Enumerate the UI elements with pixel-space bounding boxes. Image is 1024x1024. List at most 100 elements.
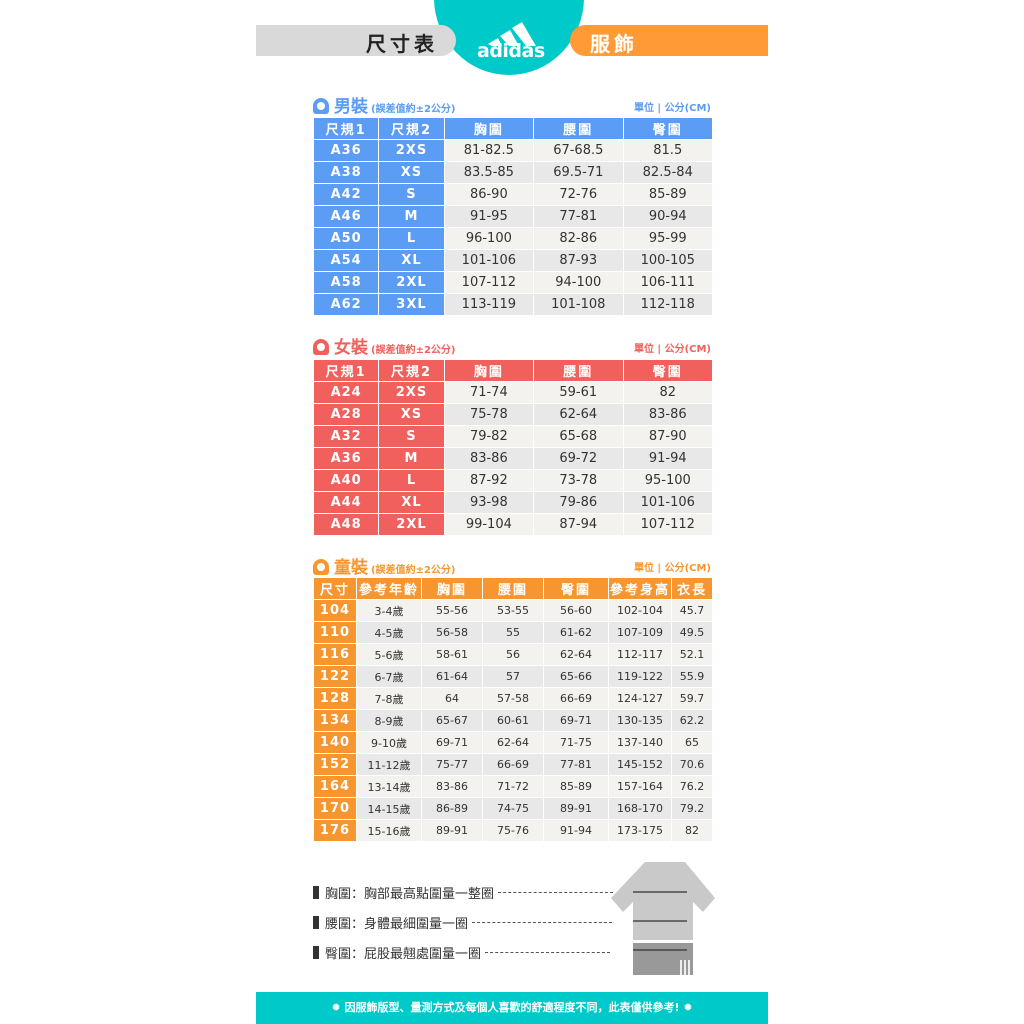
size-cell: A32 (314, 426, 379, 447)
value-cell: 82 (672, 820, 712, 841)
value-cell: 75-76 (483, 820, 543, 841)
header-row: 尺寸 參考年齡 胸圍 腰圍 臀圍 參考身高 衣長 (314, 578, 712, 599)
value-cell: 13-14歲 (357, 776, 421, 797)
kids-title: 童裝 (334, 558, 368, 578)
column-header: 腰圍 (534, 360, 623, 381)
size-cell: A24 (314, 382, 379, 403)
value-cell: 15-16歲 (357, 820, 421, 841)
table-row: A40 L 87-92 73-78 95-100 (314, 470, 712, 491)
size-cell: M (379, 206, 444, 227)
value-cell: 65-67 (422, 710, 482, 731)
value-cell: 52.1 (672, 644, 712, 665)
table-row: A50 L 96-100 82-86 95-99 (314, 228, 712, 249)
value-cell: 5-6歲 (357, 644, 421, 665)
value-cell: 83-86 (444, 448, 534, 469)
value-cell: 85-89 (544, 776, 608, 797)
value-cell: 64 (422, 688, 482, 709)
size-cell: A36 (314, 448, 379, 469)
value-cell: 75-77 (422, 754, 482, 775)
value-cell: 69-71 (422, 732, 482, 753)
value-cell: 56-58 (422, 622, 482, 643)
table-row: A48 2XL 99-104 87-94 107-112 (314, 514, 712, 535)
value-cell: 62-64 (534, 404, 623, 425)
column-header: 尺規2 (379, 360, 444, 381)
size-cell: A48 (314, 514, 379, 535)
size-cell: M (379, 448, 444, 469)
value-cell: 82 (623, 382, 712, 403)
size-cell: S (379, 426, 444, 447)
column-header: 臀圍 (544, 578, 608, 599)
men-section-title: 男裝 (誤差值約±2公分) (313, 92, 455, 117)
table-row: A58 2XL 107-112 94-100 106-111 (314, 272, 712, 293)
value-cell: 69-72 (534, 448, 623, 469)
value-cell: 45.7 (672, 600, 712, 621)
value-cell: 87-94 (534, 514, 623, 535)
value-cell: 94-100 (534, 272, 623, 293)
value-cell: 85-89 (623, 184, 712, 205)
value-cell: 100-105 (623, 250, 712, 271)
value-cell: 71-72 (483, 776, 543, 797)
value-cell: 59.7 (672, 688, 712, 709)
size-cell: A38 (314, 162, 379, 183)
adidas-logo-icon (488, 22, 536, 46)
person-icon (313, 98, 329, 114)
value-cell: 14-15歲 (357, 798, 421, 819)
table-row: 140 9-10歲 69-71 62-64 71-75 137-140 65 (314, 732, 712, 753)
table-row: 176 15-16歲 89-91 75-76 91-94 173-175 82 (314, 820, 712, 841)
women-title: 女裝 (334, 338, 368, 358)
column-header: 腰圍 (483, 578, 543, 599)
person-icon (313, 339, 329, 355)
column-header: 尺寸 (314, 578, 356, 599)
size-cell: 116 (314, 644, 356, 665)
women-unit: 單位 | 公分(CM) (633, 344, 711, 355)
value-cell: 65-66 (544, 666, 608, 687)
value-cell: 61-64 (422, 666, 482, 687)
table-row: A38 XS 83.5-85 69.5-71 82.5-84 (314, 162, 712, 183)
value-cell: 11-12歲 (357, 754, 421, 775)
value-cell: 81.5 (623, 140, 712, 161)
person-icon (313, 559, 329, 575)
value-cell: 61-62 (544, 622, 608, 643)
size-cell: L (379, 228, 444, 249)
kids-section-title: 童裝 (誤差值約±2公分) (313, 553, 455, 578)
column-header: 胸圍 (422, 578, 482, 599)
value-cell: 113-119 (444, 294, 534, 315)
value-cell: 86-89 (422, 798, 482, 819)
column-header: 胸圍 (444, 360, 534, 381)
value-cell: 74-75 (483, 798, 543, 819)
size-cell: A46 (314, 206, 379, 227)
value-cell: 58-61 (422, 644, 482, 665)
column-header: 參考身高 (609, 578, 671, 599)
value-cell: 76.2 (672, 776, 712, 797)
value-cell: 89-91 (422, 820, 482, 841)
table-row: 128 7-8歲 64 57-58 66-69 124-127 59.7 (314, 688, 712, 709)
value-cell: 66-69 (483, 754, 543, 775)
column-header: 衣長 (672, 578, 712, 599)
table-row: 134 8-9歲 65-67 60-61 69-71 130-135 62.2 (314, 710, 712, 731)
table-row: A32 S 79-82 65-68 87-90 (314, 426, 712, 447)
value-cell: 79-86 (534, 492, 623, 513)
value-cell: 62-64 (544, 644, 608, 665)
value-cell: 173-175 (609, 820, 671, 841)
table-row: A24 2XS 71-74 59-61 82 (314, 382, 712, 403)
legend-chest-text: 胸圍：胸部最高點圍量一整圈 (325, 887, 495, 902)
size-cell: A28 (314, 404, 379, 425)
table-row: A44 XL 93-98 79-86 101-106 (314, 492, 712, 513)
size-chart-label: 尺寸表 (366, 32, 438, 56)
table-row: 152 11-12歲 75-77 66-69 77-81 145-152 70.6 (314, 754, 712, 775)
value-cell: 81-82.5 (444, 140, 534, 161)
size-cell: 2XL (379, 272, 444, 293)
column-header: 胸圍 (444, 118, 534, 139)
value-cell: 62-64 (483, 732, 543, 753)
value-cell: 168-170 (609, 798, 671, 819)
value-cell: 3-4歲 (357, 600, 421, 621)
value-cell: 130-135 (609, 710, 671, 731)
value-cell: 90-94 (623, 206, 712, 227)
size-cell: A62 (314, 294, 379, 315)
size-cell: 170 (314, 798, 356, 819)
value-cell: 86-90 (444, 184, 534, 205)
value-cell: 62.2 (672, 710, 712, 731)
value-cell: 79.2 (672, 798, 712, 819)
size-cell: 152 (314, 754, 356, 775)
size-cell: A50 (314, 228, 379, 249)
